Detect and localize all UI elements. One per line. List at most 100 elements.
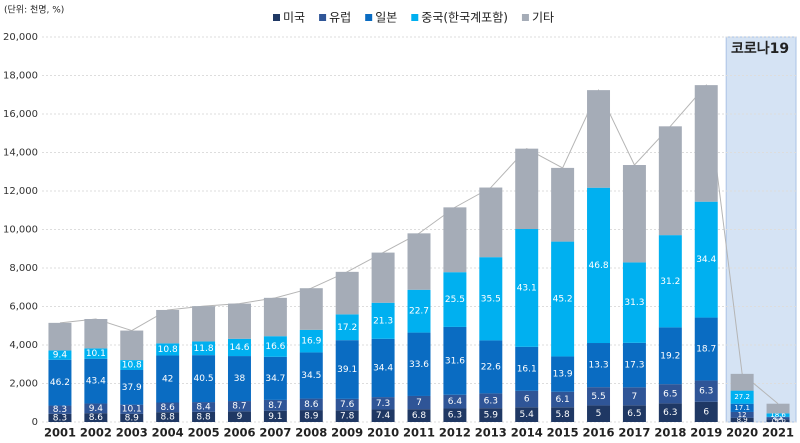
unit-note: (단위: 천명, %) — [4, 5, 64, 16]
y-tick-label: 12,000 — [3, 186, 38, 197]
x-tick-label: 2019 — [690, 426, 722, 440]
segment-label: 8.6 — [304, 400, 319, 410]
bar-segment — [766, 419, 790, 422]
segment-label: 31.2 — [660, 277, 680, 287]
bar-segment — [371, 302, 395, 339]
segment-label: 7 — [416, 398, 422, 408]
bar-segment — [730, 411, 754, 418]
segment-label: 13.3 — [589, 361, 609, 371]
bar-segment — [192, 306, 216, 342]
segment-label: 6.3 — [448, 411, 462, 421]
x-tick-label: 2018 — [654, 426, 686, 440]
bar-segment — [766, 403, 790, 414]
bar-segment — [730, 403, 754, 412]
bar-segment — [622, 262, 646, 343]
bar-segment — [48, 359, 72, 406]
segment-label: 6.3 — [699, 387, 713, 397]
segment-label: 9.4 — [53, 351, 68, 361]
segment-label: 18.6 — [770, 411, 786, 419]
y-tick-label: 20,000 — [3, 32, 38, 43]
segment-label: 8.9 — [304, 412, 319, 422]
bar-segment — [515, 407, 539, 422]
bar-segment — [587, 405, 611, 422]
bar-segment — [479, 393, 503, 409]
bar-segment — [84, 403, 108, 414]
segment-label: 8.6 — [161, 403, 176, 413]
bar-segment — [371, 338, 395, 398]
y-tick-label: 16,000 — [3, 109, 38, 120]
segment-label: 11.8 — [194, 344, 214, 354]
bar-segment — [299, 288, 323, 330]
bar-segment — [263, 410, 287, 422]
bar-segment — [622, 387, 646, 406]
segment-label: 8.4 — [196, 402, 211, 412]
segment-label: 13.9 — [553, 370, 573, 380]
bar-segment — [192, 411, 216, 422]
bar-segment — [299, 329, 323, 353]
legend-label: 미국 — [283, 11, 305, 25]
bar-segment — [371, 252, 395, 303]
x-tick-label: 2021 — [762, 426, 794, 440]
bar-segment — [299, 352, 323, 399]
bar-segment — [658, 235, 682, 328]
segment-label: 6.5 — [663, 389, 677, 399]
bar-segment — [479, 408, 503, 422]
annotation-text: 코로나19 — [731, 41, 789, 57]
segment-label: 42 — [162, 374, 173, 384]
segment-label: 38 — [234, 374, 246, 384]
legend-swatch — [411, 14, 419, 21]
bar-segment — [371, 397, 395, 410]
segment-label: 19.2 — [660, 351, 680, 361]
x-tick-label: 2008 — [295, 426, 327, 440]
bar-segment — [48, 405, 72, 414]
bar-segment — [551, 356, 575, 392]
segment-label: 6.1 — [555, 395, 569, 405]
segment-label: 7 — [632, 392, 638, 402]
bar-segment — [335, 398, 359, 411]
y-tick-label: 2,000 — [9, 379, 38, 390]
segment-label: 7.6 — [340, 400, 355, 410]
segment-label: 35.5 — [481, 294, 501, 304]
x-tick-label: 2001 — [44, 426, 76, 440]
x-tick-label: 2003 — [116, 426, 148, 440]
segment-label: 39.1 — [337, 365, 357, 375]
bar-segment — [587, 343, 611, 388]
segment-label: 45.2 — [553, 295, 573, 305]
segment-label: 8.9 — [125, 413, 140, 423]
segment-label: 6.4 — [448, 397, 463, 407]
x-tick-label: 2017 — [618, 426, 650, 440]
segment-label: 34.4 — [696, 255, 716, 265]
segment-label: 17.2 — [337, 323, 357, 333]
x-tick-label: 2020 — [726, 426, 758, 440]
bar-segment — [299, 398, 323, 411]
segment-label: 37.9 — [122, 383, 142, 393]
bar-segment — [192, 355, 216, 403]
legend-swatch — [319, 14, 327, 21]
bar-segment — [407, 395, 431, 410]
bar-segment — [622, 342, 646, 388]
bar-segment — [156, 402, 180, 413]
bar-segment — [479, 257, 503, 341]
bar-segment — [84, 358, 108, 404]
bar-segment — [443, 326, 467, 395]
bar-segment — [227, 401, 251, 412]
bar-segment — [156, 355, 180, 403]
x-tick-label: 2012 — [439, 426, 471, 440]
bar-segment — [658, 126, 682, 236]
segment-label: 12 — [774, 414, 783, 422]
segment-label: 7.3 — [376, 399, 390, 409]
bar-segment — [587, 387, 611, 406]
bar-segment — [622, 165, 646, 263]
x-tick-label: 2006 — [223, 426, 255, 440]
segment-label: 10.1 — [122, 405, 142, 415]
segment-label: 34.5 — [301, 371, 321, 381]
segment-label: 18.7 — [696, 345, 716, 355]
x-tick-label: 2016 — [583, 426, 615, 440]
segment-label: 33.6 — [409, 360, 429, 370]
legend-label: 기타 — [532, 11, 554, 25]
y-tick-label: 14,000 — [3, 148, 38, 159]
bar-segment — [120, 404, 144, 414]
segment-label: 9.4 — [89, 404, 104, 414]
segment-label: 8.3 — [53, 413, 67, 423]
bar-segment — [371, 409, 395, 422]
